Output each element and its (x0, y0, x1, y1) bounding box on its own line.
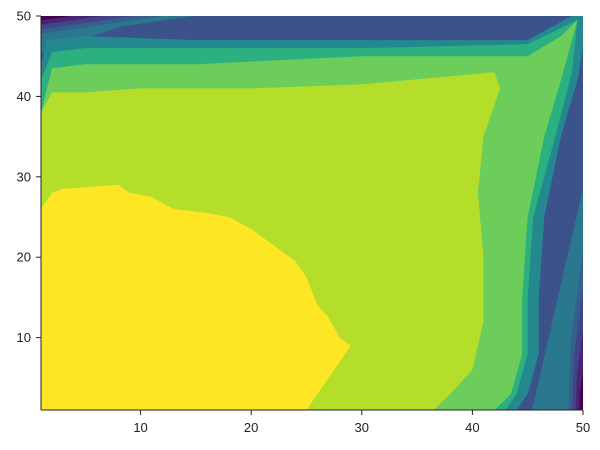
y-tick-label: 20 (17, 250, 31, 265)
x-tick-label: 50 (576, 420, 590, 435)
corner-overlay-bottom-right-4 (579, 370, 583, 410)
corner-overlay-top-left-4 (41, 16, 72, 21)
x-tick-label: 20 (244, 420, 258, 435)
x-tick-label: 40 (465, 420, 479, 435)
x-tick-label: 10 (133, 420, 147, 435)
x-tick-label: 30 (355, 420, 369, 435)
contour-level-9 (41, 184, 351, 410)
axes: 10 20 30 40 50 10 20 30 40 50 (17, 9, 591, 436)
y-tick-label: 10 (17, 330, 31, 345)
y-tick-label: 50 (17, 9, 31, 24)
y-tick-label: 30 (17, 169, 31, 184)
y-tick-label: 40 (17, 89, 31, 104)
plot-area (41, 16, 583, 410)
